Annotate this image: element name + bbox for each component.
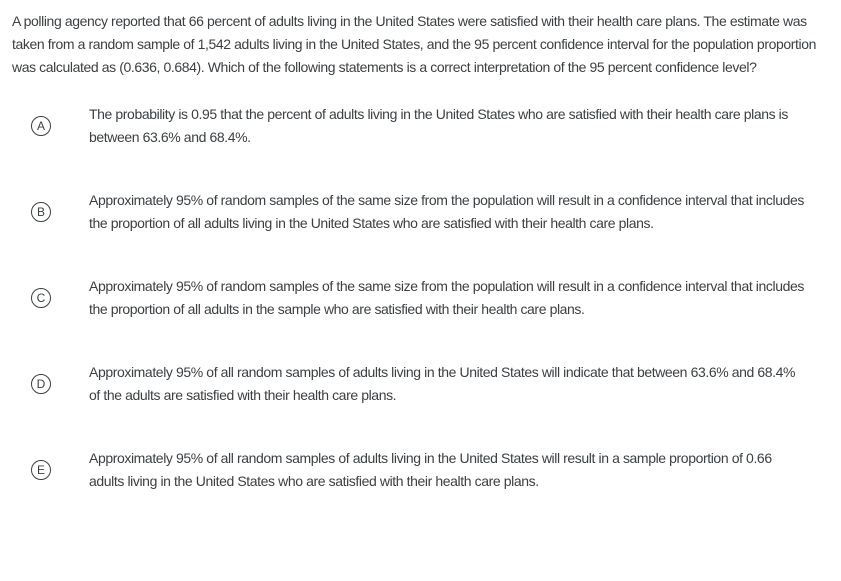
option-row-c[interactable]: C Approximately 95% of random samples of…: [0, 275, 841, 321]
option-row-d[interactable]: D Approximately 95% of all random sample…: [0, 361, 841, 407]
option-text-e: Approximately 95% of all random samples …: [89, 450, 772, 489]
option-row-a[interactable]: A The probability is 0.95 that the perce…: [0, 103, 841, 149]
option-text-d: Approximately 95% of all random samples …: [89, 364, 796, 403]
answer-options-list: A The probability is 0.95 that the perce…: [0, 103, 841, 493]
option-letter-badge-d[interactable]: D: [31, 374, 51, 394]
option-letter-badge-e[interactable]: E: [31, 460, 51, 480]
option-text-c: Approximately 95% of random samples of t…: [89, 278, 804, 317]
option-row-b[interactable]: B Approximately 95% of random samples of…: [0, 189, 841, 235]
option-letter-badge-b[interactable]: B: [31, 202, 51, 222]
option-letter-badge-a[interactable]: A: [31, 116, 51, 136]
option-letter-badge-c[interactable]: C: [31, 288, 51, 308]
question-text: A polling agency reported that 66 percen…: [12, 13, 816, 75]
option-text-a: The probability is 0.95 that the percent…: [89, 106, 788, 145]
question-page: A polling agency reported that 66 percen…: [0, 10, 841, 581]
option-text-b: Approximately 95% of random samples of t…: [89, 192, 804, 231]
option-row-e[interactable]: E Approximately 95% of all random sample…: [0, 447, 841, 493]
